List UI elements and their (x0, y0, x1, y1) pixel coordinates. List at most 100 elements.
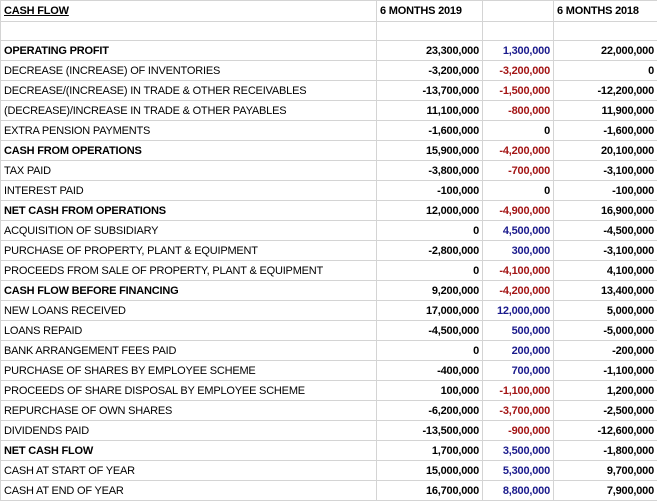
value-2019: -100,000 (376, 180, 483, 201)
value-2018: -200,000 (553, 340, 657, 361)
header-title: CASH FLOW (0, 0, 377, 22)
table-row: CASH FROM OPERATIONS 15,900,000 -4,200,000… (0, 140, 657, 161)
row-label: CASH AT END OF YEAR (0, 480, 377, 501)
value-2019: 9,200,000 (376, 280, 483, 301)
change-value: 300,000 (482, 240, 554, 261)
value-2019: 16,700,000 (376, 480, 483, 501)
row-label: OPERATING PROFIT (0, 40, 377, 61)
cell (482, 21, 554, 41)
row-label: BANK ARRANGEMENT FEES PAID (0, 340, 377, 361)
change-value: 12,000,000 (482, 300, 554, 321)
value-2018: -12,600,000 (553, 420, 657, 441)
value-2019: 15,000,000 (376, 460, 483, 481)
value-2018: -1,800,000 (553, 440, 657, 461)
row-label: PURCHASE OF SHARES BY EMPLOYEE SCHEME (0, 360, 377, 381)
table-row: LOANS REPAID -4,500,000 500,000 -5,000,000 (0, 320, 657, 341)
value-2019: -6,200,000 (376, 400, 483, 421)
table-row: NET CASH FLOW 1,700,000 3,500,000 -1,800,00… (0, 440, 657, 461)
row-label: ACQUISITION OF SUBSIDIARY (0, 220, 377, 241)
value-2019: -13,700,000 (376, 80, 483, 101)
value-2018: -4,500,000 (553, 220, 657, 241)
change-value: -1,500,000 (482, 80, 554, 101)
value-2019: 0 (376, 220, 483, 241)
row-label: DECREASE (INCREASE) OF INVENTORIES (0, 60, 377, 81)
table-row: PROCEEDS OF SHARE DISPOSAL BY EMPLOYEE S… (0, 380, 657, 401)
blank-row (0, 21, 657, 41)
change-value: -900,000 (482, 420, 554, 441)
table-row: DECREASE (INCREASE) OF INVENTORIES -3,200… (0, 60, 657, 81)
row-label: INTEREST PAID (0, 180, 377, 201)
value-2018: 5,000,000 (553, 300, 657, 321)
change-value: 0 (482, 120, 554, 141)
value-2018: -1,100,000 (553, 360, 657, 381)
change-value: 700,000 (482, 360, 554, 381)
table-row: ACQUISITION OF SUBSIDIARY 0 4,500,000 -4,50… (0, 220, 657, 241)
value-2018: 1,200,000 (553, 380, 657, 401)
value-2018: 20,100,000 (553, 140, 657, 161)
table-row: PURCHASE OF PROPERTY, PLANT & EQUIPMENT -… (0, 240, 657, 261)
change-value: -4,900,000 (482, 200, 554, 221)
row-label: NEW LOANS RECEIVED (0, 300, 377, 321)
change-value: 200,000 (482, 340, 554, 361)
change-value: -800,000 (482, 100, 554, 121)
table-row: REPURCHASE OF OWN SHARES -6,200,000 -3,700… (0, 400, 657, 421)
value-2019: -400,000 (376, 360, 483, 381)
table-row: DIVIDENDS PAID -13,500,000 -900,000 -12,600… (0, 420, 657, 441)
value-2018: 4,100,000 (553, 260, 657, 281)
change-value: 1,300,000 (482, 40, 554, 61)
value-2018: -5,000,000 (553, 320, 657, 341)
value-2019: 1,700,000 (376, 440, 483, 461)
value-2018: 7,900,000 (553, 480, 657, 501)
value-2018: -1,600,000 (553, 120, 657, 141)
value-2019: 11,100,000 (376, 100, 483, 121)
change-value: 3,500,000 (482, 440, 554, 461)
change-value: 5,300,000 (482, 460, 554, 481)
value-2019: -13,500,000 (376, 420, 483, 441)
row-label: DIVIDENDS PAID (0, 420, 377, 441)
table-row: NEW LOANS RECEIVED 17,000,000 12,000,000 5,… (0, 300, 657, 321)
value-2018: 22,000,000 (553, 40, 657, 61)
value-2018: 13,400,000 (553, 280, 657, 301)
row-label: NET CASH FROM OPERATIONS (0, 200, 377, 221)
row-label: TAX PAID (0, 160, 377, 181)
value-2018: -12,200,000 (553, 80, 657, 101)
change-value: 8,800,000 (482, 480, 554, 501)
value-2019: 15,900,000 (376, 140, 483, 161)
row-label: CASH FROM OPERATIONS (0, 140, 377, 161)
row-label: CASH AT START OF YEAR (0, 460, 377, 481)
row-label: PROCEEDS OF SHARE DISPOSAL BY EMPLOYEE S… (0, 380, 377, 401)
cell (0, 21, 377, 41)
table-row: INTEREST PAID -100,000 0 -100,000 (0, 180, 657, 201)
table-row: EXTRA PENSION PAYMENTS -1,600,000 0 -1,600,… (0, 120, 657, 141)
table-row: BANK ARRANGEMENT FEES PAID 0 200,000 -200,0… (0, 340, 657, 361)
value-2019: 0 (376, 260, 483, 281)
cell (376, 21, 483, 41)
header-2018: 6 MONTHS 2018 (553, 0, 657, 22)
change-value: -3,200,000 (482, 60, 554, 81)
change-value: -4,200,000 (482, 140, 554, 161)
value-2018: 0 (553, 60, 657, 81)
value-2019: 12,000,000 (376, 200, 483, 221)
change-value: -4,200,000 (482, 280, 554, 301)
table-row: (DECREASE)/INCREASE IN TRADE & OTHER PAY… (0, 100, 657, 121)
change-value: -4,100,000 (482, 260, 554, 281)
value-2019: -1,600,000 (376, 120, 483, 141)
row-label: LOANS REPAID (0, 320, 377, 341)
value-2019: 0 (376, 340, 483, 361)
table-row: PURCHASE OF SHARES BY EMPLOYEE SCHEME -40… (0, 360, 657, 381)
value-2019: -3,800,000 (376, 160, 483, 181)
table-row: OPERATING PROFIT 23,300,000 1,300,000 22,00… (0, 40, 657, 61)
header-2019: 6 MONTHS 2019 (376, 0, 483, 22)
change-value: -3,700,000 (482, 400, 554, 421)
cell (553, 21, 657, 41)
value-2018: -3,100,000 (553, 160, 657, 181)
value-2018: 11,900,000 (553, 100, 657, 121)
change-value: -700,000 (482, 160, 554, 181)
change-value: -1,100,000 (482, 380, 554, 401)
table-row: CASH AT END OF YEAR 16,700,000 8,800,000 7,… (0, 480, 657, 501)
value-2018: -100,000 (553, 180, 657, 201)
change-value: 500,000 (482, 320, 554, 341)
row-label: REPURCHASE OF OWN SHARES (0, 400, 377, 421)
value-2018: -3,100,000 (553, 240, 657, 261)
header-row: CASH FLOW 6 MONTHS 2019 6 MONTHS 2018 (0, 0, 657, 22)
